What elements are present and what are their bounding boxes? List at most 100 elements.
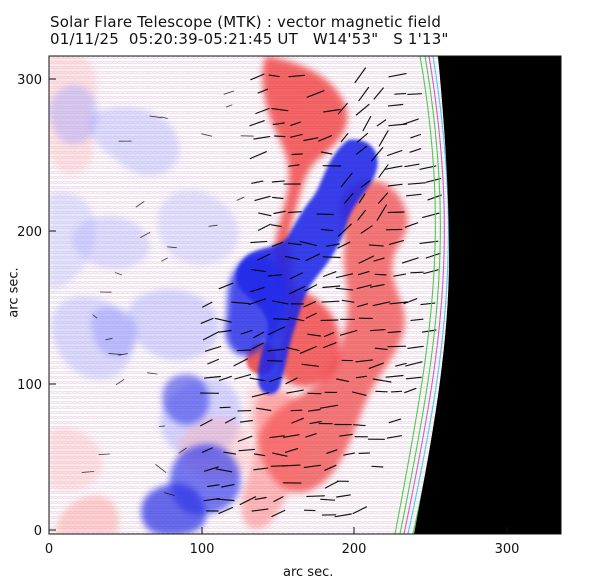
- field-vector: [378, 164, 389, 178]
- y-tick-label: 100: [17, 378, 42, 393]
- field-vector: [208, 224, 218, 227]
- field-vector: [218, 329, 232, 333]
- field-vector: [225, 417, 236, 424]
- field-vector: [81, 471, 95, 473]
- field-vector: [303, 137, 319, 142]
- field-vector: [337, 223, 352, 237]
- field-vector: [304, 284, 318, 292]
- field-vector: [98, 453, 110, 456]
- y-tick-200: 200: [17, 225, 56, 240]
- field-vector: [200, 317, 214, 324]
- field-vector: [288, 285, 306, 295]
- field-vector: [291, 417, 304, 424]
- field-vector: [387, 211, 405, 214]
- field-vector: [354, 67, 366, 84]
- field-vector: [340, 133, 349, 143]
- field-vector: [388, 73, 407, 78]
- x-axis: 0 100 200 300: [45, 527, 561, 557]
- y-tick-label: 0: [34, 524, 42, 539]
- field-vector: [254, 195, 271, 201]
- field-vector: [249, 377, 266, 382]
- field-vector: [299, 240, 318, 247]
- field-vector: [358, 86, 370, 102]
- y-tick-0: 0: [34, 524, 56, 539]
- field-vector: [161, 257, 168, 262]
- field-vector: [108, 352, 122, 355]
- field-vector: [323, 342, 337, 349]
- field-vector: [340, 172, 353, 188]
- field-vector: [303, 301, 316, 308]
- field-vector: [335, 287, 354, 291]
- field-vector: [215, 498, 235, 502]
- field-vector: [320, 228, 334, 232]
- field-vector: [272, 452, 288, 457]
- field-vector: [164, 492, 175, 496]
- field-vector: [288, 164, 300, 167]
- field-vector: [267, 348, 286, 352]
- field-vector: [286, 346, 300, 352]
- field-vector: [271, 108, 289, 112]
- field-vector: [401, 257, 419, 264]
- field-vector: [378, 192, 388, 204]
- field-vector: [290, 133, 303, 138]
- negative-field-region: [141, 483, 207, 534]
- field-vector: [219, 406, 231, 409]
- field-vector: [299, 346, 317, 354]
- field-vector: [357, 271, 370, 276]
- field-vector: [305, 433, 317, 438]
- field-vector: [368, 362, 384, 369]
- field-vector: [385, 374, 404, 378]
- field-vector: [248, 298, 267, 306]
- field-vector: [282, 464, 301, 467]
- field-vector: [250, 287, 265, 293]
- field-vector: [215, 468, 233, 473]
- limb-contour-magenta: [403, 56, 445, 534]
- field-vector: [271, 241, 284, 247]
- field-vector: [272, 300, 289, 305]
- field-vector: [370, 329, 386, 332]
- field-vector: [387, 103, 404, 107]
- field-vector: [374, 347, 388, 350]
- field-vector: [306, 495, 325, 497]
- field-vector: [410, 271, 424, 274]
- field-vector: [140, 231, 151, 238]
- y-tick-label: 200: [17, 225, 42, 240]
- negative-field-region: [225, 255, 288, 356]
- field-vector: [357, 209, 366, 221]
- field-vector: [376, 204, 387, 221]
- field-vector: [406, 193, 422, 197]
- field-vector: [339, 433, 353, 437]
- field-vector: [407, 182, 426, 185]
- field-vector: [214, 317, 232, 323]
- field-vector: [202, 331, 220, 341]
- field-vector: [386, 435, 403, 439]
- field-vector: [218, 375, 232, 382]
- field-vector: [233, 358, 248, 367]
- field-vector: [307, 408, 321, 412]
- field-vector: [237, 435, 253, 442]
- field-vector: [149, 115, 163, 119]
- field-vector: [425, 252, 441, 259]
- negative-field-region: [91, 306, 138, 357]
- field-vector: [305, 312, 317, 319]
- weak-blue-patch: [89, 106, 180, 176]
- field-vector: [405, 361, 423, 367]
- field-vector: [378, 130, 389, 147]
- field-vector: [201, 133, 213, 137]
- field-vector: [250, 73, 265, 81]
- field-vector: [337, 241, 351, 249]
- field-vector: [291, 153, 303, 156]
- field-vector: [324, 480, 339, 489]
- field-vector: [323, 332, 335, 338]
- field-vector: [158, 425, 165, 428]
- field-vector: [92, 314, 98, 319]
- field-vector: [336, 378, 350, 382]
- field-vector: [285, 377, 298, 385]
- title: Solar Flare Telescope (MTK) : vector mag…: [50, 13, 442, 31]
- field-vector: [251, 342, 264, 350]
- field-vector: [218, 506, 234, 515]
- field-vector: [394, 93, 407, 95]
- field-vector: [258, 223, 271, 231]
- weak-blue-patch: [49, 84, 99, 145]
- field-vector: [178, 447, 187, 454]
